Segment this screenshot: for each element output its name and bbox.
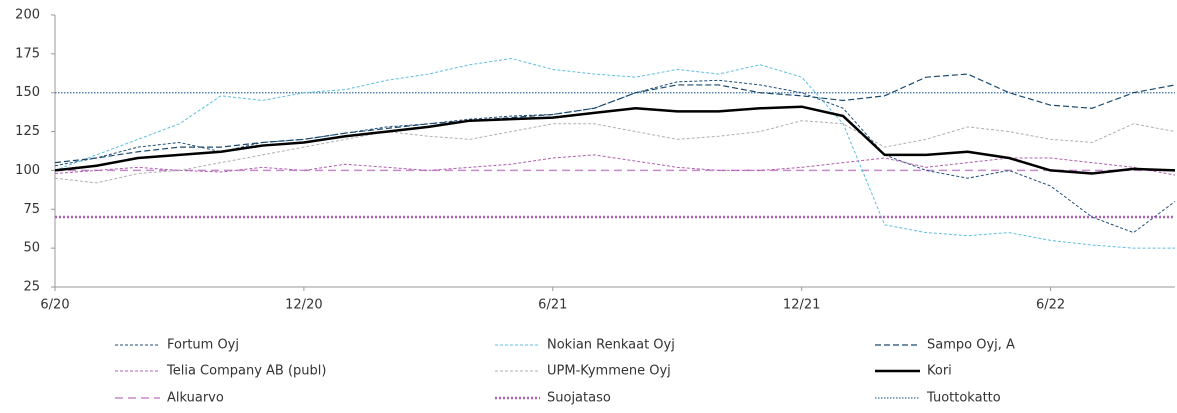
y-tick-label: 150 <box>15 85 40 100</box>
x-tick-label: 12/20 <box>285 298 322 313</box>
y-tick-label: 75 <box>23 202 40 217</box>
series-line <box>54 73 1176 164</box>
legend-label: Nokian Renkaat Oyj <box>547 338 675 353</box>
x-tick-label: 6/20 <box>40 298 69 313</box>
series-line <box>54 120 1176 184</box>
x-tick-label: 6/22 <box>1036 298 1065 313</box>
legend-label: Sampo Oyj, A <box>927 338 1015 353</box>
x-tick-label: 6/21 <box>538 298 567 313</box>
y-tick-label: 25 <box>23 280 40 295</box>
legend-label: UPM-Kymmene Oyj <box>547 364 671 379</box>
y-tick-label: 125 <box>15 124 40 139</box>
series-line <box>54 154 1176 176</box>
y-tick-label: 50 <box>23 241 40 256</box>
y-tick-label: 175 <box>15 46 40 61</box>
legend-label: Suojataso <box>547 391 611 406</box>
series-line <box>54 79 1176 234</box>
legend-label: Alkuarvo <box>167 391 224 406</box>
series-line <box>54 105 1176 175</box>
x-tick-label: 12/21 <box>783 298 820 313</box>
series-line <box>54 58 1175 249</box>
legend-label: Kori <box>927 364 952 379</box>
legend-label: Tuottokatto <box>926 391 1001 406</box>
y-tick-label: 100 <box>15 163 40 178</box>
y-tick-label: 200 <box>15 8 40 23</box>
legend-label: Telia Company AB (publ) <box>166 364 326 379</box>
legend-label: Fortum Oyj <box>167 338 239 353</box>
